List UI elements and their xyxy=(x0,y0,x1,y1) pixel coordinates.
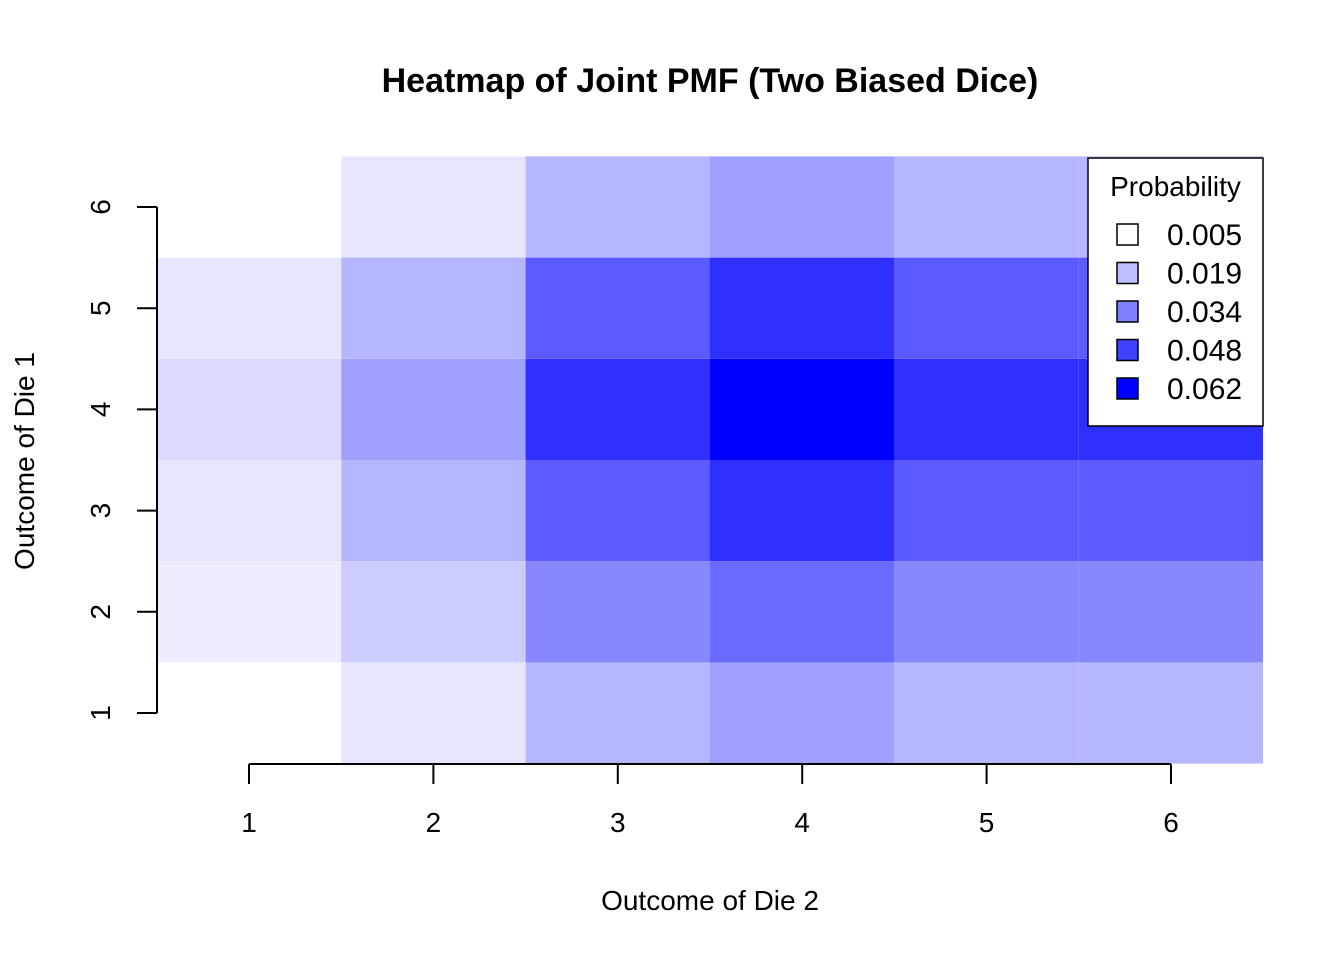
heatmap-cell-r1-c6 xyxy=(1078,662,1263,764)
legend-swatch-2 xyxy=(1116,300,1139,323)
x-axis: 1 2 3 4 5 6 xyxy=(241,763,1179,838)
legend-entry-label-4: 0.062 xyxy=(1167,373,1242,406)
heatmap-cell-r2-c3 xyxy=(525,561,710,663)
x-tick-label-6: 6 xyxy=(1163,807,1179,838)
heatmap-cell-r3-c2 xyxy=(341,460,526,562)
heatmap-cell-r3-c3 xyxy=(525,460,710,562)
legend-entry-label-0: 0.005 xyxy=(1167,219,1242,252)
heatmap-cells xyxy=(156,156,1263,764)
heatmap-cell-r6-c4 xyxy=(710,156,895,258)
heatmap-cell-r4-c3 xyxy=(525,358,710,460)
heatmap-cell-r1-c2 xyxy=(341,662,526,764)
heatmap-cell-r1-c4 xyxy=(710,662,895,764)
legend-entry-label-2: 0.034 xyxy=(1167,296,1242,329)
heatmap-cell-r6-c5 xyxy=(894,156,1079,258)
heatmap-cell-r4-c5 xyxy=(894,358,1079,460)
heatmap-cell-r3-c6 xyxy=(1078,460,1263,562)
heatmap-cell-r2-c1 xyxy=(156,561,342,663)
chart-title: Heatmap of Joint PMF (Two Biased Dice) xyxy=(382,62,1039,100)
heatmap-cell-r6-c2 xyxy=(341,156,526,258)
heatmap-cell-r5-c4 xyxy=(710,257,895,359)
x-tick-label-5: 5 xyxy=(979,807,995,838)
y-tick-label-4: 4 xyxy=(85,402,116,418)
legend-swatch-0 xyxy=(1116,223,1139,246)
y-tick-label-2: 2 xyxy=(85,604,116,620)
heatmap-cell-r5-c3 xyxy=(525,257,710,359)
y-tick-label-1: 1 xyxy=(85,705,116,721)
heatmap-cell-r2-c4 xyxy=(710,561,895,663)
x-tick-label-4: 4 xyxy=(794,807,810,838)
x-tick-label-3: 3 xyxy=(610,807,626,838)
heatmap-cell-r3-c5 xyxy=(894,460,1079,562)
heatmap-cell-r4-c1 xyxy=(156,358,342,460)
heatmap-cell-r5-c5 xyxy=(894,257,1079,359)
y-axis: 1 2 3 4 5 6 xyxy=(85,199,158,721)
legend-title: Probability xyxy=(1110,171,1241,202)
y-tick-label-6: 6 xyxy=(85,199,116,215)
legend-swatch-1 xyxy=(1116,261,1139,285)
y-axis-label: Outcome of Die 1 xyxy=(9,352,40,570)
legend-swatch-4 xyxy=(1116,377,1139,400)
heatmap-cell-r4-c2 xyxy=(341,358,526,460)
heatmap-cell-r2-c6 xyxy=(1078,561,1263,663)
legend-swatch-3 xyxy=(1116,338,1139,362)
x-tick-label-2: 2 xyxy=(426,807,442,838)
y-tick-label-3: 3 xyxy=(85,503,116,519)
heatmap-cell-r3-c1 xyxy=(156,460,342,562)
heatmap-cell-r1-c5 xyxy=(894,662,1079,764)
x-axis-label: Outcome of Die 2 xyxy=(601,885,819,916)
heatmap-cell-r3-c4 xyxy=(710,460,895,562)
heatmap-cell-r5-c1 xyxy=(156,257,342,359)
heatmap-cell-r2-c5 xyxy=(894,561,1079,663)
legend-entry-label-1: 0.019 xyxy=(1167,258,1242,291)
heatmap-cell-r5-c2 xyxy=(341,257,526,359)
x-tick-label-1: 1 xyxy=(241,807,257,838)
legend: Probability 0.005 0.019 0.034 0.048 0.062 xyxy=(1087,157,1264,427)
y-tick-label-5: 5 xyxy=(85,300,116,316)
heatmap-cell-r6-c3 xyxy=(525,156,710,258)
legend-entry-label-3: 0.048 xyxy=(1167,335,1242,368)
heatmap-cell-r2-c2 xyxy=(341,561,526,663)
heatmap-cell-r6-c1 xyxy=(156,156,342,258)
heatmap-cell-r1-c3 xyxy=(525,662,710,764)
heatmap-cell-r4-c4 xyxy=(710,358,895,460)
heatmap-cell-r1-c1 xyxy=(156,662,342,764)
